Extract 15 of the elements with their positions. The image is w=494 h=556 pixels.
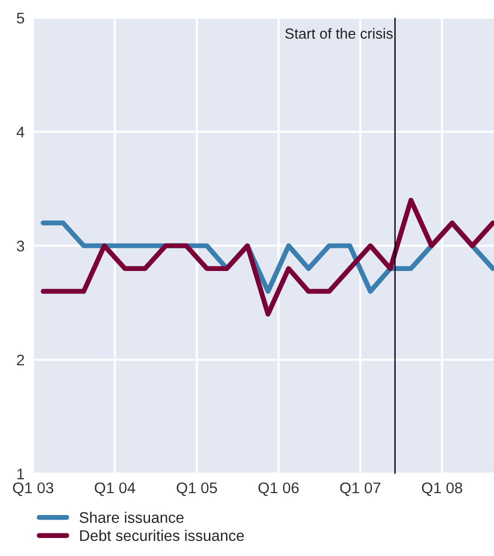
x-tick-label: Q1 03 bbox=[13, 482, 54, 496]
x-tick-label: Q1 07 bbox=[340, 482, 380, 496]
x-tick-label: Q1 06 bbox=[258, 482, 299, 496]
y-tick-label: 4 bbox=[16, 126, 24, 138]
y-tick-label: 2 bbox=[17, 354, 24, 366]
legend-label: Share issuance bbox=[80, 512, 184, 523]
x-tick-label: Q1 08 bbox=[422, 482, 462, 496]
ref-line-label: Start of the crisis bbox=[285, 28, 393, 39]
y-tick-label: 5 bbox=[16, 12, 24, 24]
legend-label: Debt securities issuance bbox=[80, 530, 244, 542]
line-series bbox=[40, 198, 494, 317]
y-tick-label: 1 bbox=[17, 468, 24, 480]
x-tick-label: Q1 04 bbox=[94, 482, 136, 496]
x-tick-label: Q1 05 bbox=[176, 482, 217, 496]
y-tick-label: 3 bbox=[16, 240, 24, 252]
